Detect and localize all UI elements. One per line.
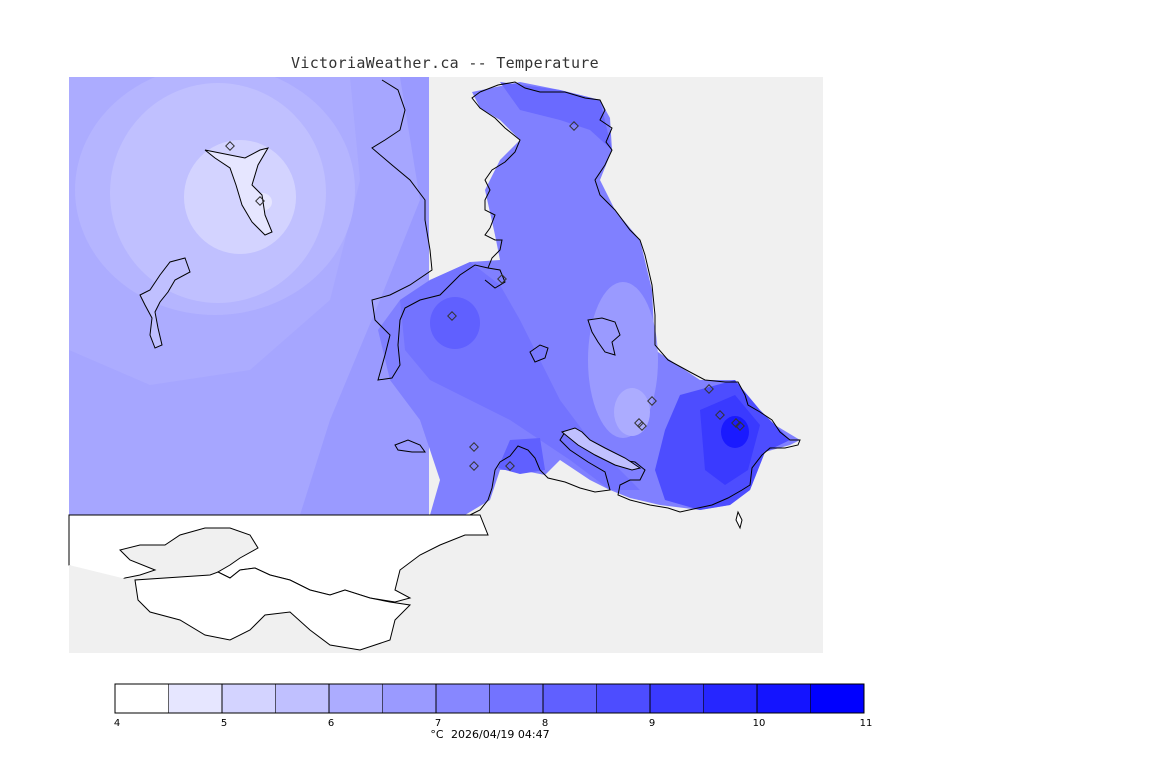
unit-label: °C xyxy=(430,728,444,741)
colorbar-tick-label: 10 xyxy=(753,718,766,729)
colorbar-swatch xyxy=(757,684,811,713)
colorbar-swatch xyxy=(275,684,330,713)
weather-stations xyxy=(225,121,745,471)
colorbar-tick-label: 7 xyxy=(435,718,441,729)
western-sea-contours xyxy=(69,77,429,515)
colorbar-tick-label: 8 xyxy=(542,718,548,729)
colorbar-caption: °C 2026/04/19 04:47 xyxy=(300,728,680,741)
island-outline xyxy=(139,257,191,349)
colorbar-tick-label: 4 xyxy=(114,718,120,729)
colorbar-swatch xyxy=(810,684,865,713)
colorbar-swatch xyxy=(382,684,437,713)
colorbar-swatch xyxy=(596,684,651,713)
chart-title: VictoriaWeather.ca -- Temperature xyxy=(291,54,599,72)
colorbar-tick-label: 9 xyxy=(649,718,655,729)
colorbar-swatch xyxy=(329,684,383,713)
colorbar-swatch xyxy=(703,684,758,713)
colorbar-tick-label: 11 xyxy=(860,718,873,729)
colorbar-swatch xyxy=(489,684,544,713)
colorbar-tick-label: 6 xyxy=(328,718,334,729)
colorbar-swatch xyxy=(436,684,490,713)
colorbar-swatch xyxy=(543,684,597,713)
colorbar-tick-label: 5 xyxy=(221,718,227,729)
colorbar-swatch xyxy=(168,684,223,713)
colorbar-swatch xyxy=(115,684,169,713)
colorbar-swatch xyxy=(222,684,276,713)
colorbar-swatch xyxy=(650,684,704,713)
island-outline xyxy=(204,147,273,236)
timestamp: 2026/04/19 04:47 xyxy=(451,728,550,741)
coastline xyxy=(371,79,506,381)
